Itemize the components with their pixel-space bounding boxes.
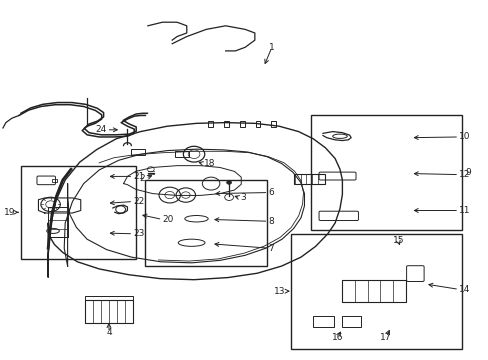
Text: 8: 8 [268, 217, 274, 226]
Bar [239, 121, 244, 127]
Text: 6: 6 [268, 188, 274, 197]
Text: 1: 1 [268, 43, 274, 52]
Bar [313, 316, 333, 327]
Bar [310, 116, 461, 230]
Bar [145, 180, 266, 266]
Text: 14: 14 [458, 285, 469, 294]
Text: 18: 18 [203, 159, 215, 168]
Bar [271, 121, 276, 127]
Text: 17: 17 [380, 333, 391, 342]
Text: 2: 2 [140, 174, 145, 183]
Bar [52, 179, 57, 182]
Text: 10: 10 [458, 132, 469, 141]
Text: 19: 19 [3, 208, 15, 217]
Text: 22: 22 [133, 197, 144, 206]
Circle shape [226, 181, 231, 184]
Bar [291, 234, 461, 348]
Text: 20: 20 [162, 215, 173, 224]
Text: 23: 23 [133, 229, 144, 238]
Bar [48, 207, 67, 237]
Text: 24: 24 [95, 125, 106, 134]
Text: 15: 15 [392, 237, 403, 246]
Bar [175, 151, 188, 157]
Bar [224, 121, 228, 127]
Text: 3: 3 [240, 193, 245, 202]
Bar [84, 300, 133, 323]
Bar [131, 149, 144, 155]
Text: 11: 11 [458, 206, 469, 215]
Bar [21, 166, 136, 259]
Text: 13: 13 [273, 287, 285, 296]
Text: 12: 12 [458, 170, 469, 179]
Bar [208, 121, 213, 127]
Bar [84, 296, 133, 300]
Text: 16: 16 [331, 333, 343, 342]
Text: 7: 7 [268, 244, 274, 253]
Text: 4: 4 [106, 328, 112, 337]
Bar [255, 121, 260, 127]
Bar [342, 316, 360, 327]
Bar [342, 280, 405, 302]
Text: 21: 21 [133, 172, 144, 181]
Text: 9: 9 [464, 168, 470, 177]
